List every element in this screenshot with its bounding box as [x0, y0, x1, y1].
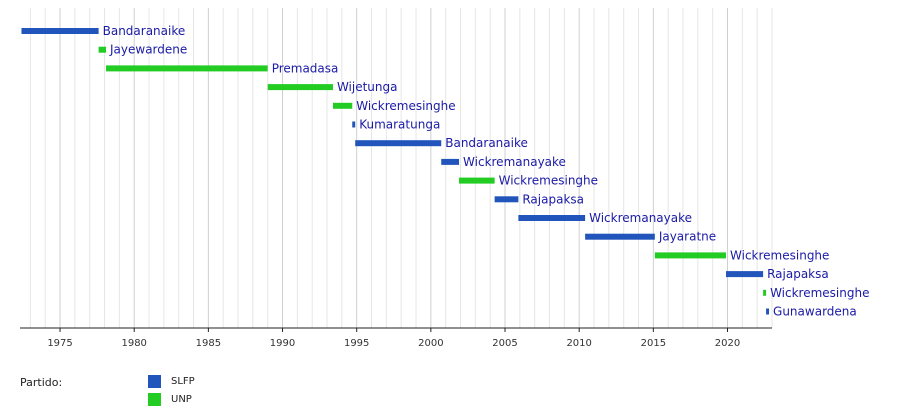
x-tick-label: 2010 — [566, 338, 591, 349]
term-label: Rajapaksa — [767, 267, 829, 281]
term-label: Wickremesinghe — [770, 286, 869, 300]
term-bar — [518, 215, 586, 221]
term-bar — [441, 158, 460, 165]
legend-swatch-slfp — [148, 375, 161, 388]
term-bar — [585, 233, 655, 240]
term-bar — [766, 308, 770, 315]
term-bar — [763, 289, 767, 296]
term-bar — [654, 252, 727, 259]
term-label: Wickremanayake — [463, 155, 566, 169]
term-label: Wickremesinghe — [499, 174, 598, 188]
legend-label-unp: UNP — [171, 394, 192, 405]
term-bar — [332, 102, 353, 109]
term-label: Wickremesinghe — [356, 99, 455, 113]
x-tick-label: 2005 — [492, 338, 517, 349]
legend: Partido: SLFP UNP — [20, 372, 320, 408]
x-tick-label: 1975 — [47, 338, 72, 349]
x-tick-label: 2020 — [715, 338, 740, 349]
term-label: Premadasa — [272, 61, 339, 75]
legend-title: Partido: — [20, 376, 63, 389]
x-tick-label: 2000 — [418, 338, 443, 349]
x-tick-label: 1980 — [121, 338, 146, 349]
term-label: Kumaratunga — [359, 118, 440, 132]
gantt-chart: Bandaranaike Jayewardene Premadasa Wijetung… — [20, 8, 870, 349]
term-label: Bandaranaike — [445, 136, 528, 150]
grid-lines — [29, 8, 773, 328]
term-bar — [98, 46, 107, 53]
term-bar — [355, 140, 442, 147]
legend-label-slfp: SLFP — [171, 376, 195, 387]
term-bar — [352, 121, 356, 128]
term-labels: Bandaranaike Jayewardene Premadasa Wijetung… — [103, 24, 870, 319]
x-tick-label: 1995 — [344, 338, 369, 349]
x-tick-label: 1990 — [270, 338, 295, 349]
term-bars — [21, 28, 770, 315]
term-label: Wickremanayake — [589, 211, 692, 225]
term-label: Gunawardena — [773, 305, 857, 319]
x-tick-label: 2015 — [641, 338, 666, 349]
term-bar — [726, 271, 764, 278]
term-bar — [459, 177, 495, 184]
term-bar — [21, 28, 99, 34]
term-bar — [106, 65, 268, 72]
term-bar — [267, 84, 333, 91]
term-label: Bandaranaike — [103, 24, 186, 38]
x-axis-ticks: 1975 1980 1985 1990 1995 2000 2005 2010 2015 2020 — [47, 328, 740, 349]
term-label: Wijetunga — [337, 80, 398, 94]
legend-swatch-unp — [148, 393, 161, 406]
term-bar — [494, 196, 519, 203]
x-tick-label: 1985 — [196, 338, 221, 349]
term-label: Jayaratne — [658, 230, 716, 244]
term-label: Rajapaksa — [522, 192, 584, 206]
term-label: Jayewardene — [109, 43, 187, 57]
term-label: Wickremesinghe — [730, 248, 829, 262]
